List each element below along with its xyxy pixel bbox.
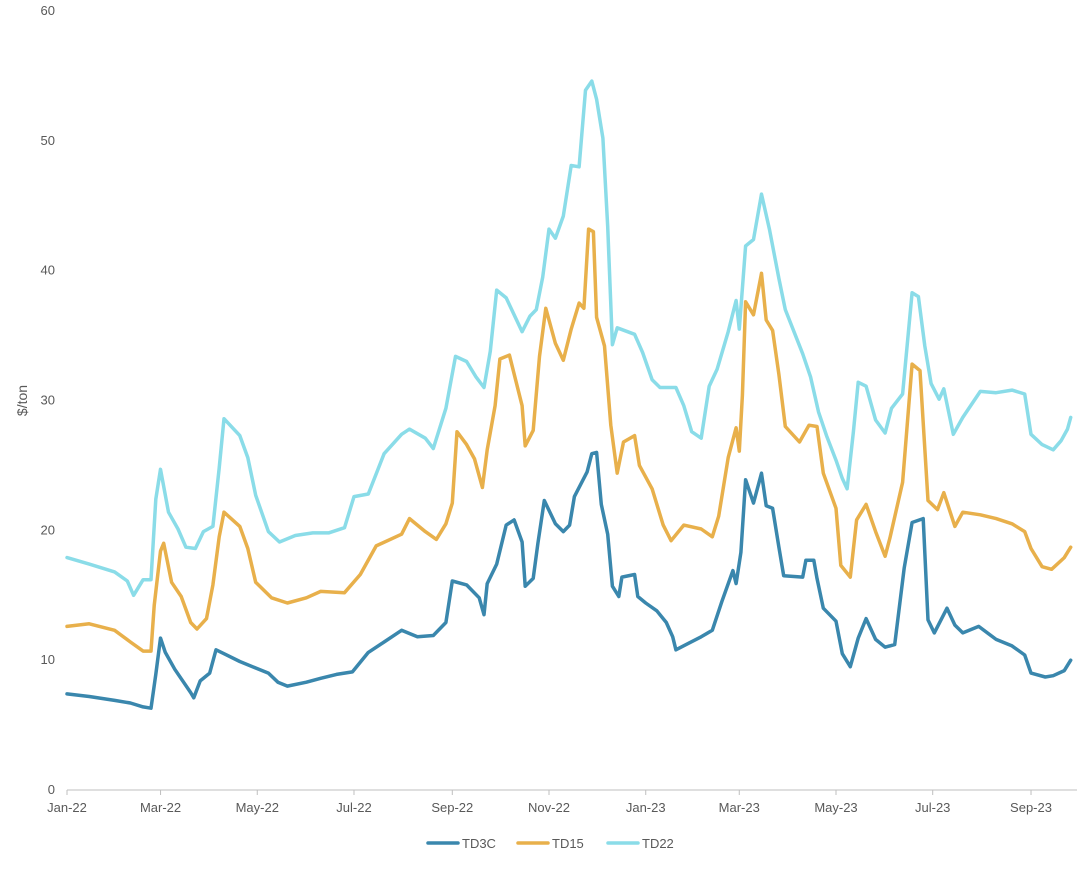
y-tick-label: 30 [41, 393, 55, 408]
x-tick-label: May-22 [236, 800, 279, 815]
axes [66, 789, 1077, 795]
tick-labels: 0 10 20 30 40 50 60 Jan-22 Mar-22 May-22 Jul-22 Sep… [41, 3, 1052, 815]
series-line-td3c [65, 450, 1073, 710]
y-tick-label: 0 [48, 782, 55, 797]
series-line-td22 [65, 79, 1073, 598]
y-tick-label: 20 [41, 522, 55, 537]
y-tick-label: 50 [41, 133, 55, 148]
x-tick-label: Nov-22 [528, 800, 570, 815]
y-axis-title: $/ton [14, 385, 30, 416]
legend: TD3C TD15 TD22 [426, 836, 674, 851]
legend-label-td15: TD15 [552, 836, 584, 851]
y-tick-label: 10 [41, 652, 55, 667]
x-tick-label: Mar-23 [719, 800, 760, 815]
x-tick-label: Jul-23 [915, 800, 950, 815]
x-tick-label: May-23 [814, 800, 857, 815]
x-tick-label: Jan-23 [626, 800, 666, 815]
x-tick-label: Jan-22 [47, 800, 87, 815]
legend-label-td3c: TD3C [462, 836, 496, 851]
series-lines [65, 79, 1073, 710]
x-tick-label: Mar-22 [140, 800, 181, 815]
legend-label-td22: TD22 [642, 836, 674, 851]
y-tick-label: 40 [41, 263, 55, 278]
y-tick-label: 60 [41, 3, 55, 18]
x-tick-label: Sep-23 [1010, 800, 1052, 815]
series-line-td15 [65, 227, 1073, 653]
x-tick-label: Jul-22 [336, 800, 371, 815]
x-tick-label: Sep-22 [431, 800, 473, 815]
